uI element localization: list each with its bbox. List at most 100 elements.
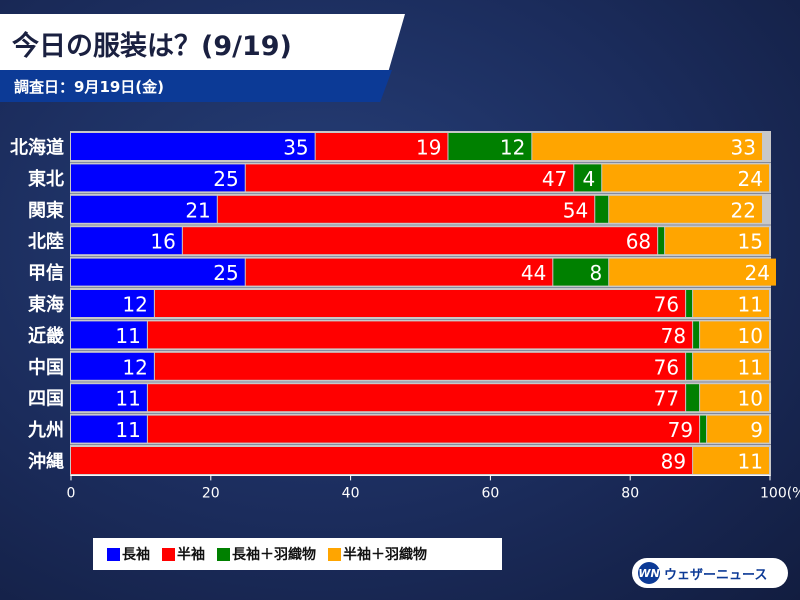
data-label: 25 [213,261,238,285]
data-label: 11 [115,324,140,348]
data-label: 25 [213,167,238,191]
weathernews-logo: WN ウェザーニュース [632,558,788,588]
x-tick-label: 100(%) [760,485,800,501]
bar-segment [147,415,700,443]
data-label: 47 [542,167,567,191]
bar-segment [71,290,154,317]
data-label: 22 [731,198,756,222]
bar-segment [532,133,763,160]
bar-segment [574,164,602,192]
bar-segment [693,321,700,349]
data-label: 16 [150,230,175,254]
logo-text: ウェザーニュース [664,567,768,583]
data-label: 21 [185,198,210,222]
bar-segment [658,227,665,255]
bar-segment [71,133,315,160]
category-label: 甲信 [28,262,64,284]
bar-segment [71,258,245,286]
data-label: 24 [738,167,763,191]
bar-segment [217,195,595,223]
data-label: 33 [731,136,756,160]
data-label: 89 [661,450,686,474]
x-tick-label: 80 [621,485,639,501]
bar-segment [707,415,769,443]
survey-date: 調査日：9月19日(金) [14,78,165,96]
bar-segment [71,415,147,443]
data-label: 35 [283,136,308,160]
category-label: 九州 [27,420,64,441]
bar-segment [686,384,700,412]
legend-label: 半袖 [177,547,205,563]
bar-segment [71,447,693,474]
bar-segment [609,258,776,286]
category-label: 東北 [28,168,64,190]
bar-segment [602,164,769,192]
bar-segment [700,321,769,349]
data-label: 12 [122,355,147,379]
data-label: 11 [738,293,763,317]
chart-title: 今日の服装は？(9/19) [12,31,292,62]
x-tick-label: 0 [67,485,76,501]
data-label: 4 [583,167,596,191]
bar-segment [609,195,763,223]
bar-segment [693,352,769,380]
legend-label: 長袖 [122,547,150,563]
data-label: 24 [745,261,770,285]
x-tick-label: 20 [202,485,220,501]
legend-item: 半袖 [162,544,205,564]
title-banner: 今日の服装は？(9/19) [0,14,405,70]
bar-segment [154,290,686,317]
bar-segment [700,415,707,443]
category-label: 東海 [28,294,64,316]
legend-label: 半袖＋羽織物 [343,547,427,563]
data-label: 76 [654,293,679,317]
bar-segment [693,447,769,474]
bar-segment [245,258,553,286]
legend-swatch [328,547,341,561]
data-label: 9 [750,418,763,442]
data-label: 11 [115,418,140,442]
data-label: 44 [521,261,546,285]
category-label: 沖縄 [28,451,64,473]
legend-swatch [217,547,230,561]
bar-segment [686,352,693,380]
data-label: 77 [654,387,679,411]
bar-segment [245,164,574,192]
data-label: 79 [668,418,693,442]
data-label: 68 [626,230,651,254]
bar-segment [315,133,448,160]
legend-item: 半袖＋羽織物 [328,544,427,564]
legend-swatch [107,547,120,561]
logo-mark: WN [638,562,660,584]
data-label: 12 [500,136,525,160]
bar-segment [553,258,609,286]
bar-segment [182,227,658,255]
data-label: 15 [738,230,763,254]
bar-segment [154,352,686,380]
legend-item: 長袖 [107,544,150,564]
category-label: 関東 [28,199,64,221]
bar-segment [71,321,147,349]
category-label: 中国 [28,356,64,378]
bar-segment [693,290,769,317]
data-label: 11 [738,450,763,474]
data-label: 10 [738,387,763,411]
bar-segment [71,195,217,223]
bar-segment [71,227,182,255]
data-label: 54 [563,198,588,222]
subtitle-banner: 調査日：9月19日(金) [0,70,392,102]
bar-segment [665,227,769,255]
legend-label: 長袖＋羽織物 [232,547,316,563]
data-label: 78 [661,324,686,348]
bar-segment [71,352,154,380]
data-label: 10 [738,324,763,348]
data-label: 8 [589,261,602,285]
x-tick-label: 40 [342,485,360,501]
category-label: 北海道 [10,137,64,159]
category-label: 四国 [28,389,64,410]
legend-item: 長袖＋羽織物 [217,544,316,564]
bar-segment [71,384,147,412]
legend: 長袖 半袖 長袖＋羽織物 半袖＋羽織物 [93,538,502,570]
data-label: 76 [654,355,679,379]
